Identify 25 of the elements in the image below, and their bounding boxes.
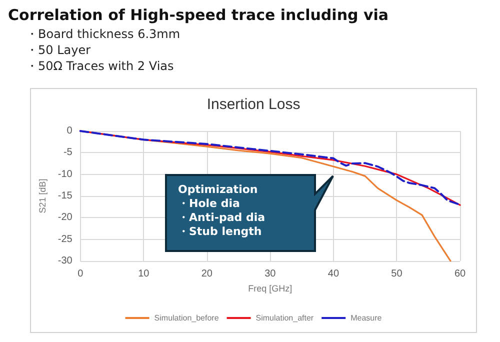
y-tick-label: -30 <box>58 256 73 266</box>
text: ・50Ω Traces with 2 Vias <box>26 58 175 74</box>
legend-label: Measure <box>350 314 382 322</box>
x-tick-label: 10 <box>138 268 150 280</box>
text: ・Board thickness 6.3mm <box>26 26 182 42</box>
x-tick-label: 30 <box>264 268 276 280</box>
chart-title: Insertion Loss <box>206 96 300 113</box>
legend-label: Simulation_after <box>256 314 314 322</box>
text: ・50 Layer <box>26 42 92 58</box>
y-tick-label: -5 <box>63 147 73 158</box>
y-tick-label: -25 <box>58 234 73 245</box>
y-tick-label: -20 <box>58 212 73 224</box>
y-tick-label: 0 <box>66 126 73 136</box>
x-tick-label: 20 <box>201 268 213 280</box>
x-axis-title: Freq [GHz] <box>248 283 292 294</box>
x-tick-label: 40 <box>328 268 340 280</box>
y-tick-label: -10 <box>58 168 73 180</box>
text: Correlation of High-speed trace including via <box>8 6 388 24</box>
legend-label: Simulation_before <box>154 314 220 322</box>
x-tick-label: 60 <box>454 268 466 280</box>
annotation: Optimization ・Hole dia ・Anti-pad dia ・Stub length <box>178 183 266 239</box>
y-tick-label: -15 <box>58 190 73 202</box>
y-axis-title: S21 [dB] <box>38 178 48 214</box>
x-tick-label: 50 <box>391 268 403 280</box>
x-tick-label: 0 <box>78 268 84 280</box>
